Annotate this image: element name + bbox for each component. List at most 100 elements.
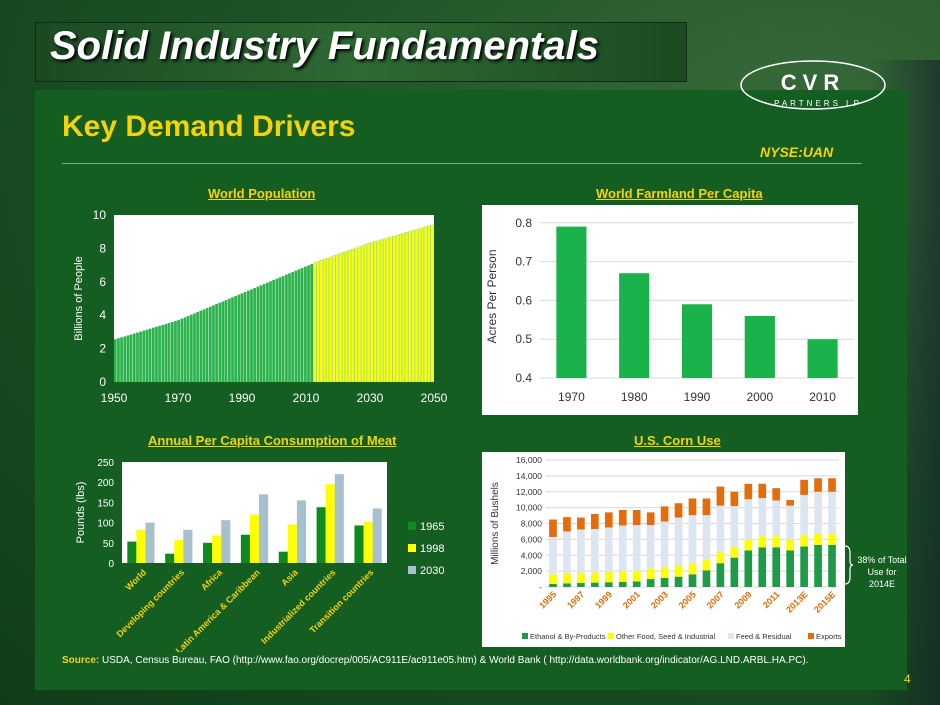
x-tick-label: Asia [279, 567, 300, 588]
y-tick-label: 6,000 [521, 534, 543, 544]
x-tick-label: 1995 [537, 589, 558, 610]
corn-bar-segment [618, 571, 627, 582]
meat-bar [296, 500, 306, 563]
y-axis-title: Billions of People [73, 256, 85, 340]
population-bar [237, 294, 241, 383]
corn-bar-segment [716, 505, 725, 553]
population-bar [291, 272, 295, 383]
farmland-bar [807, 339, 838, 378]
meat-bar [240, 534, 250, 563]
population-bar [304, 266, 307, 383]
population-bar [395, 235, 399, 383]
x-tick-label: 2007 [705, 589, 726, 610]
population-bar [221, 301, 225, 383]
legend-swatch [408, 522, 416, 530]
corn-bar-segment [549, 574, 557, 584]
divider [62, 163, 862, 164]
corn-bar-segment [604, 571, 613, 583]
population-bar [405, 232, 409, 383]
population-bar [335, 254, 339, 383]
corn-note: 38% of Total Use for 2014E [857, 555, 907, 589]
population-bar [357, 246, 361, 383]
population-bar [361, 245, 364, 383]
corn-bar-segment [577, 573, 585, 584]
corn-bar-segment [702, 570, 711, 587]
x-tick-label: 1950 [101, 391, 128, 405]
y-tick-label: 8,000 [521, 519, 543, 529]
y-tick-label: - [539, 582, 542, 592]
corn-bar-segment [660, 506, 669, 522]
logo-sub-text: PARTNERS LP [774, 99, 862, 108]
y-tick-label: 0 [108, 559, 114, 570]
corn-bar-segment [702, 515, 711, 560]
corn-bar-segment [590, 529, 599, 573]
y-tick-label: 0.6 [515, 293, 532, 307]
population-bar [208, 306, 212, 383]
corn-bar-segment [730, 557, 739, 587]
corn-bar-segment [772, 536, 781, 548]
x-tick-label: 2013E [784, 589, 809, 614]
population-bar [170, 322, 174, 383]
y-axis-title: Acres Per Person [485, 249, 499, 343]
corn-bar-segment [563, 517, 571, 532]
corn-bar-segment [758, 547, 767, 587]
population-bar [373, 241, 377, 383]
corn-bar-segment [702, 559, 711, 571]
population-bar [196, 312, 200, 383]
population-bar [348, 250, 352, 383]
corn-bar-segment [632, 525, 641, 572]
population-bar [262, 284, 266, 383]
corn-bar-segment [688, 498, 697, 516]
x-tick-label: 1980 [621, 390, 648, 404]
slide-subtitle: Key Demand Drivers [62, 110, 356, 143]
population-bar [383, 238, 386, 383]
population-bar [227, 298, 231, 383]
corn-bar-segment [828, 533, 836, 545]
corn-bar-segment [646, 525, 655, 569]
population-bar [275, 278, 279, 383]
population-bar [380, 239, 383, 383]
y-axis-title: Millions of Bushels [490, 482, 501, 565]
corn-bar-segment [632, 571, 641, 582]
corn-bar-segment [786, 505, 795, 540]
population-bar [240, 293, 244, 383]
corn-bar-segment [674, 503, 683, 518]
y-tick-label: 150 [97, 498, 114, 509]
x-tick-label: 1997 [565, 589, 586, 610]
population-bar [174, 321, 177, 383]
corn-bar-segment [563, 573, 571, 584]
population-bar [421, 227, 424, 383]
page-number: 4 [904, 672, 911, 686]
y-tick-label: 4,000 [521, 550, 543, 560]
corn-bar-segment [604, 582, 613, 587]
population-bar [186, 316, 190, 383]
meat-bar [183, 529, 193, 563]
corn-bar-segment [646, 579, 655, 587]
y-tick-label: 2 [99, 342, 106, 356]
x-tick-label: 2001 [621, 589, 642, 610]
corn-bar-segment [800, 479, 808, 495]
population-bar [272, 280, 276, 383]
corn-bar-segment [688, 515, 697, 564]
corn-bar-segment [772, 547, 781, 587]
chart-bg-farmland [482, 205, 858, 415]
corn-bar-segment [688, 563, 697, 575]
population-bar [177, 320, 181, 383]
x-tick-label: 2009 [732, 589, 753, 610]
population-bar [414, 229, 418, 383]
corn-bar-segment [618, 581, 627, 587]
chart-corn: - 2,000 4,000 6,000 8,000 10,000 12,000 14,000 1… [490, 455, 842, 641]
corn-bar-segment [730, 506, 739, 548]
y-tick-label: 12,000 [516, 487, 542, 497]
x-tick-label: Developing countries [114, 567, 186, 639]
farmland-bar [556, 226, 587, 378]
y-tick-label: 50 [103, 539, 115, 550]
corn-bar-segment [744, 499, 753, 540]
corn-bar-segment [577, 583, 585, 587]
corn-bar-segment [716, 552, 725, 564]
population-bar [231, 297, 234, 383]
population-bar [148, 328, 152, 383]
population-bar [281, 276, 285, 383]
corn-bar-segment [646, 568, 655, 580]
corn-bar-segment [800, 546, 808, 587]
